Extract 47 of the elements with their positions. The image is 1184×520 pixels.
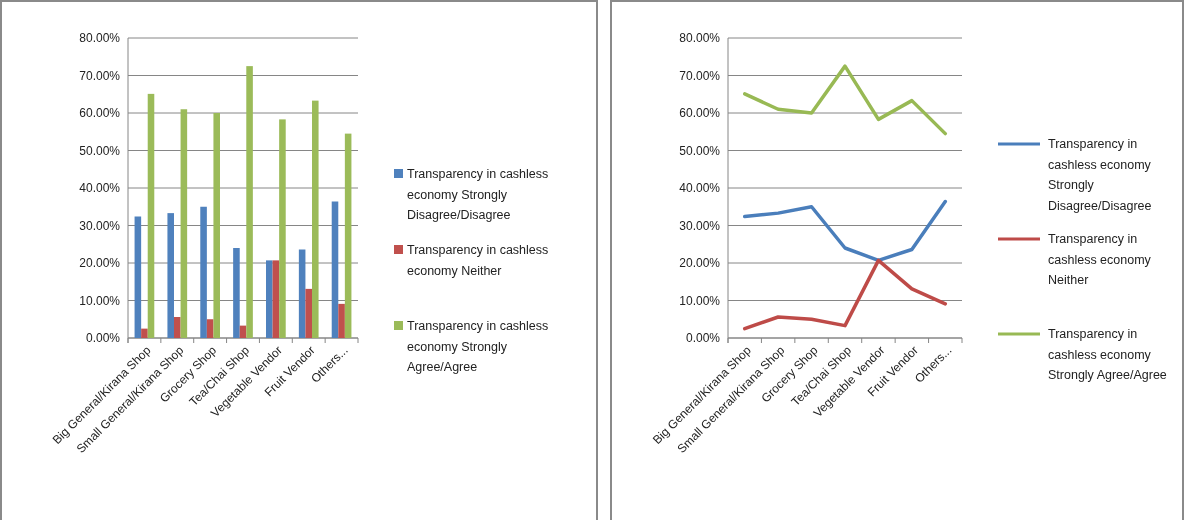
y-tick-label: 70.00% — [79, 68, 121, 83]
bar — [167, 213, 174, 338]
legend-label: Transparency in cashless economy Strongly Agree/Agree — [1048, 327, 1167, 382]
bar — [279, 119, 286, 338]
bar — [272, 260, 280, 338]
bar — [246, 66, 253, 338]
legend-label: Transparency in cashless economy Strongly Disagree/Disagree — [1048, 137, 1152, 213]
y-tick-label: 80.00% — [679, 31, 721, 46]
bar — [134, 216, 142, 338]
bar — [331, 201, 339, 338]
bar — [305, 288, 312, 338]
legend-label: Transparency in cashless economy Strongly Disagree/Disagree — [407, 167, 549, 222]
bar — [344, 133, 352, 338]
y-tick-label: 20.00% — [79, 256, 121, 271]
y-tick-label: 10.00% — [79, 293, 121, 308]
bar — [174, 317, 181, 338]
y-tick-label: 20.00% — [679, 256, 721, 271]
bar — [233, 248, 240, 338]
bar — [206, 319, 214, 338]
y-tick-label: 60.00% — [79, 106, 121, 121]
bar — [298, 249, 306, 338]
y-tick-label: 40.00% — [79, 181, 121, 196]
y-tick-label: 30.00% — [79, 218, 121, 233]
y-tick-label: 0.00% — [85, 331, 121, 346]
legend-label: Transparency in cashless economy Strongly Agree/Agree — [407, 319, 549, 374]
bar — [147, 93, 155, 338]
bar — [180, 109, 188, 338]
y-tick-label: 70.00% — [679, 68, 721, 83]
y-tick-label: 50.00% — [79, 143, 121, 158]
legend-label: Transparency in cashless economy Neither — [407, 243, 549, 278]
y-tick-label: 0.00% — [685, 331, 721, 346]
y-tick-label: 40.00% — [679, 181, 721, 196]
y-tick-label: 30.00% — [679, 218, 721, 233]
line-series — [742, 258, 948, 331]
legend-label: Transparency in cashless economy Neither — [1048, 232, 1152, 287]
bar — [338, 303, 345, 338]
bar — [266, 260, 273, 338]
y-tick-label: 50.00% — [679, 143, 721, 158]
bar — [141, 328, 148, 338]
y-tick-label: 60.00% — [679, 106, 721, 121]
line-series — [742, 199, 948, 263]
line-series — [742, 64, 948, 136]
bar — [312, 100, 319, 338]
bar — [213, 113, 220, 338]
bar — [200, 206, 207, 338]
y-tick-label: 80.00% — [79, 31, 121, 46]
y-tick-label: 10.00% — [679, 293, 721, 308]
